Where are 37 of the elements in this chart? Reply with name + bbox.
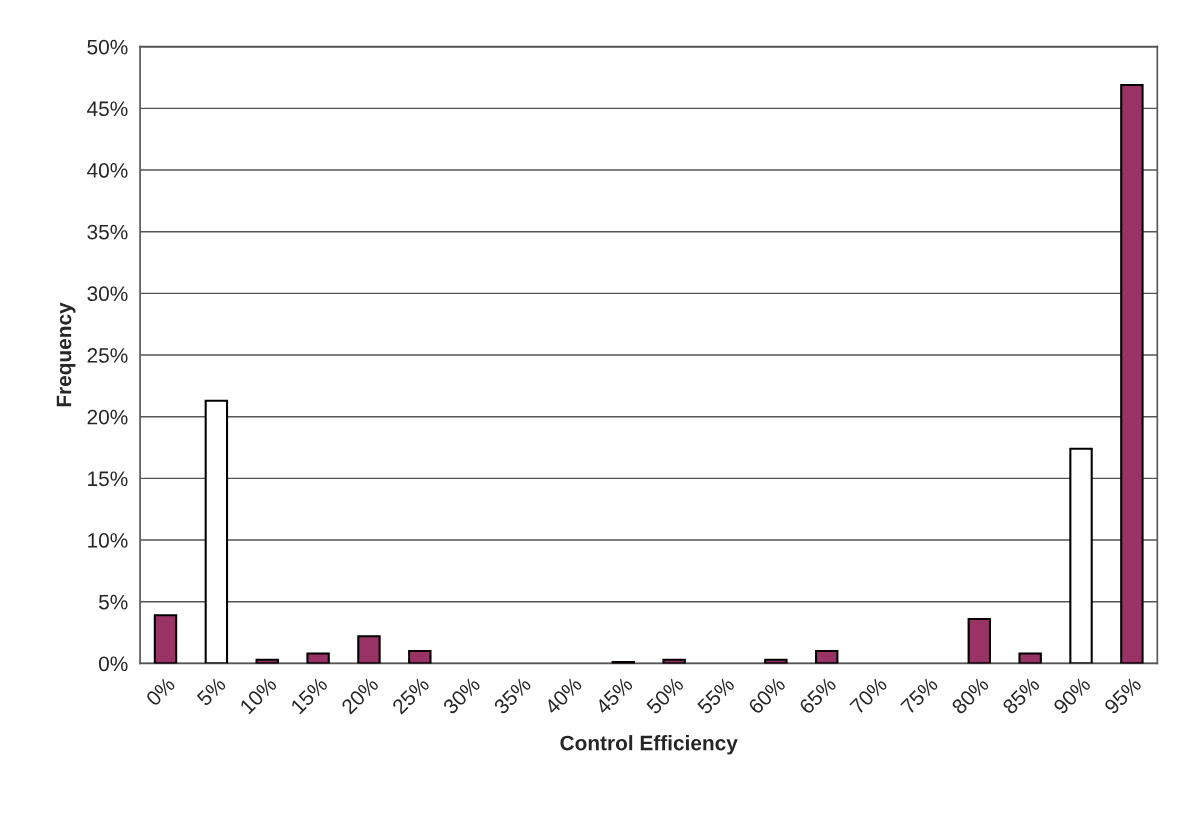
x-tick-label: 40% (543, 676, 583, 716)
bar (1018, 652, 1042, 664)
x-tick-label: 75% (900, 676, 939, 715)
y-tick-label: 10% (88, 533, 128, 548)
bar (153, 614, 178, 664)
bar (1069, 447, 1093, 664)
x-tick-label: 60% (747, 676, 787, 715)
x-tick-label: 5% (196, 676, 227, 707)
x-tick-label: 80% (950, 676, 990, 715)
bar (204, 399, 229, 664)
x-tick-label: 45% (594, 676, 634, 716)
y-tick-label: 35% (87, 224, 128, 240)
y-axis-title: Frequency (56, 302, 76, 407)
x-tick-label: 65% (798, 676, 838, 715)
y-tick-label: 30% (87, 286, 128, 302)
y-tick-label: 45% (87, 101, 128, 117)
y-tick-label: 5% (98, 594, 128, 610)
y-tick-label: 40% (87, 163, 128, 178)
bar (408, 650, 432, 664)
x-tick-label: 90% (1052, 676, 1092, 715)
x-tick-label: 10% (239, 676, 278, 715)
x-tick-label: 95% (1103, 676, 1143, 715)
y-tick-label: 25% (87, 348, 128, 363)
y-tick-label: 15% (88, 471, 128, 487)
bar (1120, 83, 1144, 664)
y-tick-label: 0% (98, 656, 128, 672)
y-tick-label: 20% (87, 409, 128, 425)
bar (357, 635, 381, 664)
x-tick-label: 0% (145, 676, 176, 707)
x-tick-label: 50% (645, 676, 685, 715)
bar (306, 652, 330, 664)
x-axis-title: Control Efficiency (560, 735, 738, 755)
x-tick-label: 70% (849, 676, 888, 715)
bar (814, 650, 839, 664)
bar (967, 617, 992, 664)
y-tick-label: 50% (87, 39, 128, 55)
x-tick-label: 85% (1001, 676, 1041, 715)
